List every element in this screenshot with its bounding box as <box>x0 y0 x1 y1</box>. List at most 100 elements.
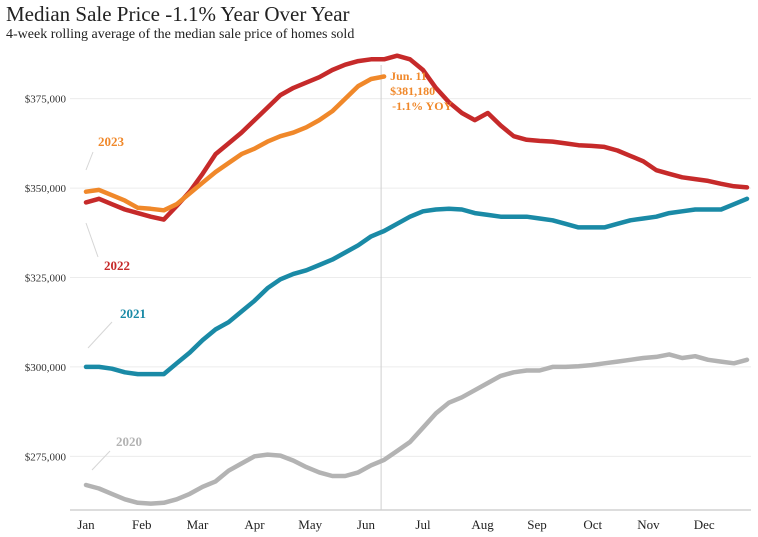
data-point-2021 <box>280 279 281 280</box>
data-point-2022 <box>358 61 359 62</box>
data-point-2021 <box>708 209 709 210</box>
data-point-2020 <box>513 372 514 373</box>
data-point-2020 <box>526 370 527 371</box>
data-point-2020 <box>448 402 449 403</box>
data-point-2022 <box>241 132 242 133</box>
data-point-2021 <box>682 211 683 212</box>
data-point-2022 <box>319 77 320 78</box>
data-point-2020 <box>565 366 566 367</box>
data-point-2021 <box>397 223 398 224</box>
data-point-2020 <box>656 356 657 357</box>
data-point-2023 <box>215 172 216 173</box>
data-point-2022 <box>163 219 164 220</box>
data-point-2023 <box>137 207 138 208</box>
data-point-2021 <box>111 368 112 369</box>
data-point-2022 <box>410 59 411 60</box>
leader-line-2021 <box>87 321 113 349</box>
data-point-2023 <box>202 182 203 183</box>
data-point-2023 <box>384 76 385 77</box>
series-label-2020: 2020 <box>116 434 142 449</box>
data-point-2022 <box>643 161 644 162</box>
data-point-2022 <box>384 59 385 60</box>
data-point-2020 <box>371 465 372 466</box>
data-point-2022 <box>669 173 670 174</box>
x-axis: Jan Feb Mar Apr May Jun Jul Aug Sep Oct Nov Dec <box>77 517 715 532</box>
data-point-2020 <box>682 358 683 359</box>
data-point-2020 <box>500 375 501 376</box>
data-point-2021 <box>539 218 540 219</box>
data-point-2020 <box>293 460 294 461</box>
data-point-2021 <box>358 245 359 246</box>
data-point-2022 <box>682 177 683 178</box>
data-point-2022 <box>552 141 553 142</box>
y-tick-label: $375,000 <box>25 94 67 106</box>
data-point-2023 <box>358 86 359 87</box>
data-point-2020 <box>461 397 462 398</box>
annotation-date: Jun. 11 <box>390 69 427 83</box>
data-point-2021 <box>552 220 553 221</box>
series-label-2021: 2021 <box>120 306 146 321</box>
series-line-2022 <box>83 53 750 222</box>
data-point-2023 <box>99 189 100 190</box>
data-point-2020 <box>630 359 631 360</box>
data-point-2020 <box>734 363 735 364</box>
data-point-2020 <box>384 459 385 460</box>
data-point-2020 <box>695 356 696 357</box>
data-point-2020 <box>319 472 320 473</box>
data-point-2022 <box>747 187 748 188</box>
data-point-2020 <box>617 361 618 362</box>
data-point-2022 <box>513 136 514 137</box>
data-point-2022 <box>293 87 294 88</box>
data-point-2021 <box>474 213 475 214</box>
data-point-2022 <box>435 87 436 88</box>
chart-title: Median Sale Price -1.1% Year Over Year <box>6 2 350 26</box>
data-point-2021 <box>293 273 294 274</box>
data-point-2020 <box>552 366 553 367</box>
data-point-2020 <box>254 456 255 457</box>
data-point-2023 <box>228 163 229 164</box>
data-point-2021 <box>591 227 592 228</box>
gridlines <box>70 98 751 511</box>
data-point-2021 <box>86 366 87 367</box>
data-point-2023 <box>345 98 346 99</box>
data-point-2023 <box>163 210 164 211</box>
data-point-2021 <box>124 372 125 373</box>
y-tick-label: $350,000 <box>25 183 67 195</box>
x-tick-label: Jan <box>77 517 95 532</box>
data-point-2021 <box>721 209 722 210</box>
data-point-2020 <box>643 358 644 359</box>
data-point-2022 <box>617 150 618 151</box>
data-point-2023 <box>111 195 112 196</box>
data-point-2021 <box>241 311 242 312</box>
data-point-2021 <box>267 288 268 289</box>
data-point-2021 <box>630 220 631 221</box>
data-point-2020 <box>578 366 579 367</box>
data-point-2022 <box>345 64 346 65</box>
data-point-2022 <box>215 154 216 155</box>
data-point-2020 <box>86 485 87 486</box>
data-point-2023 <box>267 141 268 142</box>
leader-line-2020 <box>91 450 111 471</box>
data-point-2023 <box>254 148 255 149</box>
y-tick-label: $300,000 <box>25 362 67 374</box>
x-tick-label: Mar <box>187 517 209 532</box>
data-point-2022 <box>86 202 87 203</box>
data-point-2020 <box>435 413 436 414</box>
data-point-2022 <box>254 120 255 121</box>
data-point-2020 <box>474 390 475 391</box>
data-point-2021 <box>371 236 372 237</box>
x-tick-label: Dec <box>694 517 715 532</box>
x-tick-label: Jul <box>415 517 431 532</box>
data-point-2021 <box>578 227 579 228</box>
data-point-2020 <box>163 502 164 503</box>
data-point-2023 <box>306 127 307 128</box>
latest-value-annotation: Jun. 11$381,180-1.1% YOY <box>390 69 453 113</box>
x-tick-label: Sep <box>527 517 547 532</box>
x-tick-label: Aug <box>471 517 494 532</box>
data-point-2021 <box>202 340 203 341</box>
data-point-2021 <box>189 352 190 353</box>
series-label-2023: 2023 <box>98 134 125 149</box>
data-point-2022 <box>604 146 605 147</box>
data-point-2022 <box>526 139 527 140</box>
data-point-2021 <box>215 329 216 330</box>
